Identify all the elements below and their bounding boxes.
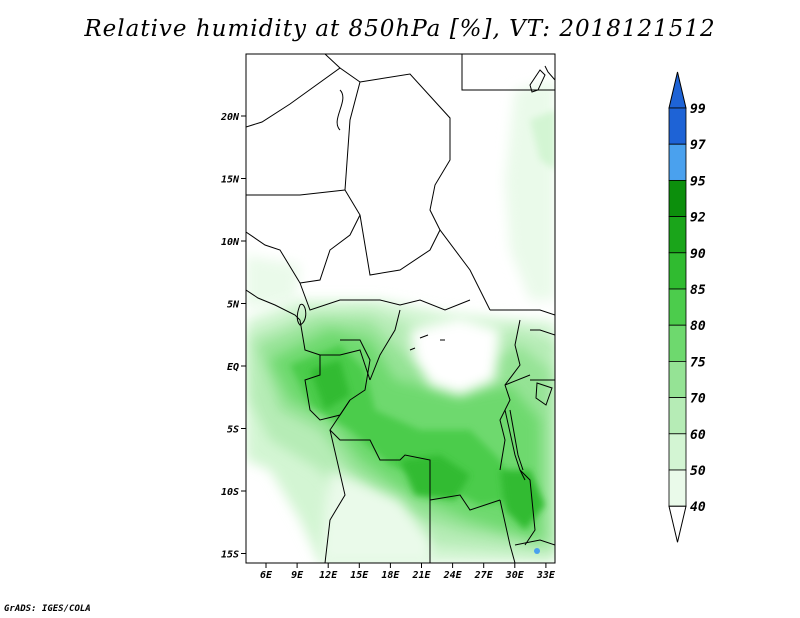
colorbar-label: 80 — [690, 319, 706, 334]
colorbar-label: 95 — [690, 174, 706, 189]
lat-label: EQ — [227, 362, 239, 373]
colorbar-segment — [668, 143, 687, 181]
colorbar-label: 70 — [690, 392, 706, 407]
colorbar-label: 97 — [690, 138, 706, 153]
colorbar-segment — [668, 360, 687, 398]
colorbar-top-arrow — [668, 71, 687, 109]
coastlines-and-borders — [246, 54, 555, 563]
lat-label: 10N — [221, 237, 240, 248]
lon-label: 21E — [411, 570, 431, 581]
colorbar-segment — [668, 179, 687, 217]
grads-credit: GrADS: IGES/COLA — [4, 604, 91, 614]
colorbar-segment — [668, 469, 687, 507]
colorbar-label: 99 — [690, 102, 706, 117]
colorbar: 99 97 95 92 90 85 80 75 70 60 50 40 — [668, 71, 706, 543]
map-title: Relative humidity at 850hPa [%], VT: 201… — [84, 16, 716, 42]
colorbar-label: 85 — [690, 283, 706, 298]
colorbar-segment — [668, 288, 687, 326]
map-frame — [245, 53, 556, 564]
colorbar-label: 50 — [690, 464, 706, 479]
lat-label: 20N — [220, 112, 240, 123]
colorbar-segment — [668, 107, 687, 145]
colorbar-label: 90 — [690, 247, 706, 262]
colorbar-segment — [668, 324, 687, 362]
lon-label: 6E — [260, 570, 273, 581]
lat-label: 15N — [221, 175, 240, 186]
humidity-field — [246, 54, 555, 563]
lon-label: 30E — [505, 570, 525, 581]
colorbar-segment — [668, 252, 687, 290]
lon-label: 27E — [474, 570, 494, 581]
colorbar-segment — [668, 433, 687, 471]
colorbar-bottom-arrow — [668, 505, 687, 543]
latitude-labels: 20N 15N 10N 5N EQ 5S 10S 15S — [220, 112, 246, 561]
lat-label: 5N — [227, 300, 240, 311]
lat-label: 5S — [227, 425, 239, 436]
lon-label: 24E — [443, 570, 463, 581]
colorbar-label: 40 — [690, 500, 706, 515]
lon-label: 15E — [350, 570, 369, 581]
colorbar-label: 60 — [690, 428, 706, 443]
lon-label: 33E — [536, 570, 556, 581]
lon-label: 18E — [381, 570, 400, 581]
longitude-labels: 6E 9E 12E 15E 18E 21E 24E 27E 30E 33E — [260, 563, 556, 581]
colorbar-label: 75 — [690, 355, 706, 370]
lat-label: 15S — [221, 550, 239, 561]
lon-label: 9E — [291, 570, 304, 581]
colorbar-label: 92 — [690, 211, 706, 226]
colorbar-segment — [668, 216, 687, 254]
lat-label: 10S — [221, 487, 239, 498]
colorbar-segment — [668, 397, 687, 435]
lon-label: 12E — [319, 570, 338, 581]
